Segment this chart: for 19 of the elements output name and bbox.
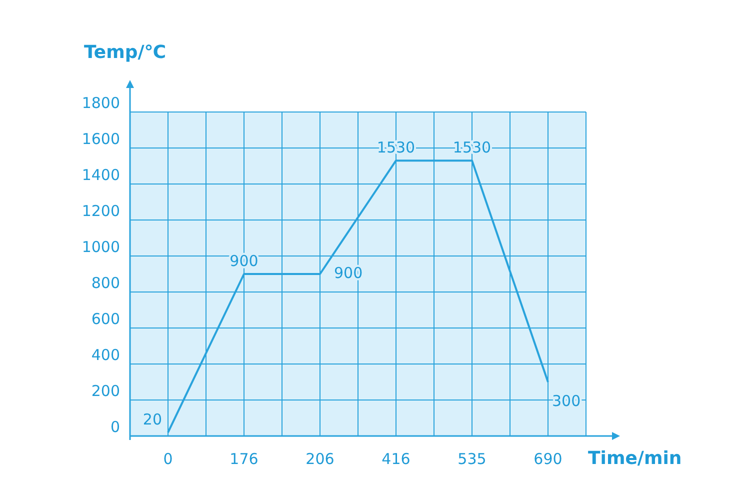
y-tick-label: 0 — [110, 418, 120, 436]
y-tick-label: 1000 — [82, 238, 120, 256]
x-tick-label: 176 — [230, 450, 258, 468]
y-tick-label: 1600 — [82, 130, 120, 148]
x-tick-label: 535 — [458, 450, 486, 468]
y-tick-label: 1800 — [82, 94, 120, 112]
y-tick-label: 1400 — [82, 166, 120, 184]
y-tick-label: 200 — [91, 382, 120, 400]
x-tick-label: 0 — [163, 450, 173, 468]
x-tick-label: 690 — [534, 450, 562, 468]
y-tick-label: 600 — [91, 310, 120, 328]
y-axis-title: Temp/℃ — [84, 42, 166, 63]
y-tick-label: 400 — [91, 346, 120, 364]
x-tick-label: 206 — [306, 450, 334, 468]
y-tick-label: 800 — [91, 274, 120, 292]
x-tick-label: 416 — [382, 450, 410, 468]
x-axis-title: Time/min — [588, 448, 682, 469]
data-label: 20 — [142, 410, 162, 428]
y-tick-label: 1200 — [82, 202, 120, 220]
